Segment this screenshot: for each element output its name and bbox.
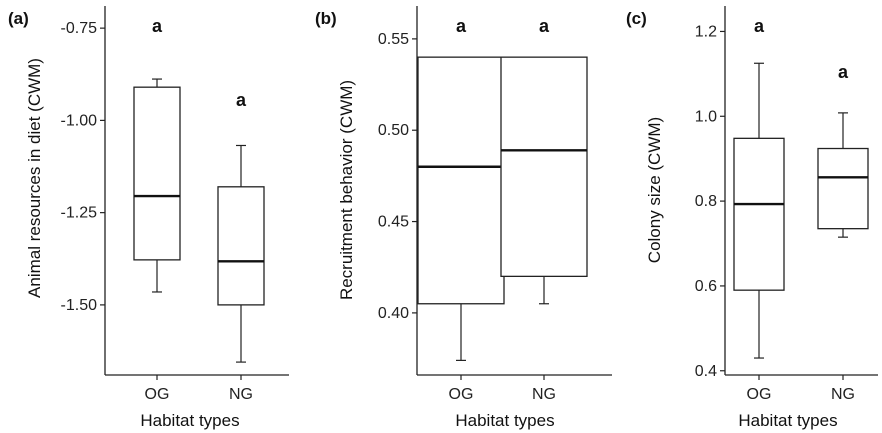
- y-tick-label: 0.8: [695, 193, 717, 210]
- panel-label-c: (c): [626, 9, 647, 28]
- x-axis-label-b: Habitat types: [455, 411, 554, 430]
- panel-label-b: (b): [315, 9, 337, 28]
- panel-c: (c) Colony size (CWM) Habitat types 1.2 1…: [626, 6, 878, 430]
- panel-b: (b) Recruitment behavior (CWM) Habitat t…: [315, 6, 612, 430]
- y-tick-label: 0.4: [695, 363, 717, 380]
- panel-label-a: (a): [8, 9, 29, 28]
- y-tick-label: -0.75: [61, 20, 98, 37]
- box-iqr: [217, 186, 265, 306]
- box-iqr: [817, 147, 869, 230]
- x-axis-label-a: Habitat types: [140, 411, 239, 430]
- significance-letter: a: [838, 62, 849, 82]
- y-axis-label-a: Animal resources in diet (CWM): [25, 58, 44, 298]
- significance-letter: a: [539, 16, 550, 36]
- x-tick-label: NG: [229, 386, 253, 403]
- y-tick-label: 0.50: [378, 122, 409, 139]
- y-tick-label: 0.55: [378, 31, 409, 48]
- x-tick-label: OG: [449, 386, 474, 403]
- box-iqr: [417, 56, 505, 305]
- y-tick-label: 0.6: [695, 278, 717, 295]
- y-axis-label-b: Recruitment behavior (CWM): [337, 80, 356, 300]
- x-tick-label: NG: [532, 386, 556, 403]
- significance-letter: a: [152, 16, 163, 36]
- y-tick-label: 1.0: [695, 108, 717, 125]
- x-axis-label-c: Habitat types: [738, 411, 837, 430]
- y-tick-label: -1.50: [61, 297, 98, 314]
- y-tick-label: 1.2: [695, 23, 717, 40]
- significance-letter: a: [754, 16, 765, 36]
- x-tick-label: NG: [831, 386, 855, 403]
- y-tick-label: -1.25: [61, 205, 98, 222]
- y-axis-label-c: Colony size (CWM): [645, 117, 664, 263]
- y-tick-label: 0.45: [378, 214, 409, 231]
- y-tick-label: -1.00: [61, 112, 98, 129]
- panel-a: (a) Animal resources in diet (CWM) Habit…: [8, 6, 289, 430]
- box-iqr: [133, 86, 181, 261]
- x-tick-label: OG: [145, 386, 170, 403]
- y-tick-label: 0.40: [378, 305, 409, 322]
- x-tick-label: OG: [747, 386, 772, 403]
- significance-letter: a: [236, 90, 247, 110]
- box-iqr: [500, 56, 588, 278]
- box-iqr: [733, 137, 785, 291]
- significance-letter: a: [456, 16, 467, 36]
